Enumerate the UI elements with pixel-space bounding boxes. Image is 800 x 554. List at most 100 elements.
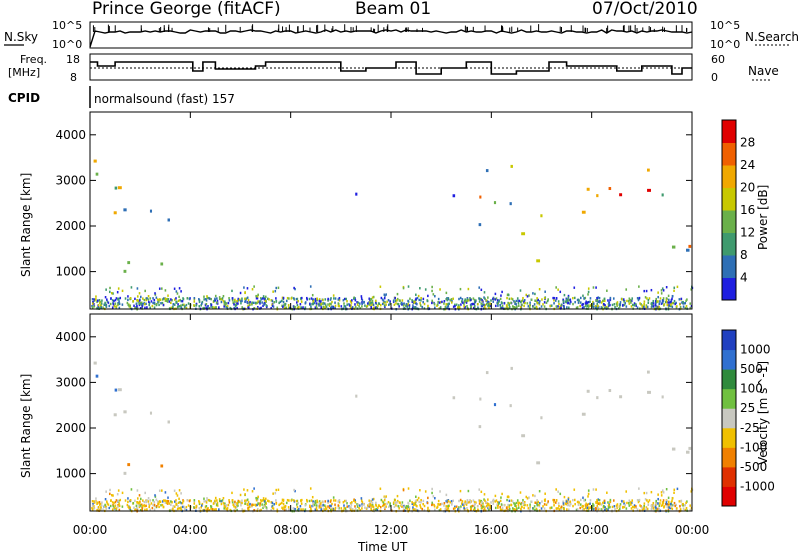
power-cell [315,304,318,308]
velocity-cell [662,499,665,502]
power-cell [361,301,363,304]
velocity-cell [392,501,395,504]
power-cell [612,297,615,300]
power-cell [231,298,234,302]
velocity-cell [684,503,687,507]
velocity-cell [237,501,239,504]
velocity-cell [150,502,153,505]
velocity-cell [422,499,425,503]
power-cell [312,302,315,306]
velocity-cell [95,497,97,500]
velocity-cell [316,500,319,504]
velocity-cell [478,499,481,502]
power-cell [587,305,590,308]
velocity-cell [138,501,141,504]
power-cell [270,307,272,310]
velocity-cell [553,501,555,504]
velocity-cell [595,507,598,510]
velocity-cell [351,508,354,511]
power-cell [241,297,243,300]
power-cell [417,294,420,298]
power-cell [562,300,565,303]
x-axis-title: Time UT [358,540,408,554]
velocity-cell [445,493,448,497]
velocity-cell [97,506,100,509]
power-cell [658,302,661,306]
power-cell [127,303,130,307]
power-cell [100,302,103,305]
velocity-cell [312,502,315,505]
power-cell [162,297,165,300]
velocity-cell [322,507,325,511]
power-cell [290,297,293,300]
velocity-cell [141,507,144,510]
colorbar-swatch [722,447,736,468]
velocity-cell [166,499,169,503]
velocity-cell [492,502,495,505]
velocity-cell [325,507,328,510]
velocity-cell [523,500,526,504]
velocity-cell [637,500,640,504]
velocity-cell [647,370,650,374]
colorbar-swatch [722,232,736,256]
power-cell [552,296,554,300]
power-cell [466,305,468,308]
velocity-cell [244,493,246,496]
power-cell [597,304,599,308]
velocity-cell [607,508,609,511]
velocity-cell [433,503,435,507]
velocity-cell [239,493,242,497]
power-cell [331,305,333,308]
velocity-cell [298,507,300,511]
velocity-cell [624,504,626,507]
power-cell [283,304,286,307]
power-cell [338,299,341,302]
power-cell [354,299,357,302]
power-cell [441,300,443,304]
power-cell [257,306,259,309]
power-cell [524,301,526,305]
power-cell [284,302,287,306]
power-cell [516,305,518,308]
velocity-cell [454,507,456,510]
power-cell [427,294,429,298]
velocity-cell [489,504,491,507]
power-cell [356,301,358,304]
velocity-cell [121,505,124,508]
velocity-cell [294,507,296,511]
colorbar-tick-label: -100 [740,440,767,454]
power-cell [607,306,609,309]
velocity-cell [566,500,569,503]
velocity-cell [592,502,594,506]
velocity-cell [138,504,140,507]
nsky-top-tick: 10^5 [52,19,83,32]
velocity-cell [465,503,468,506]
power-cell [501,304,504,308]
velocity-cell [180,506,182,509]
velocity-cell [426,509,429,512]
velocity-cell [613,505,616,508]
velocity-cell [300,499,302,502]
power-cell [499,306,502,309]
velocity-cell [487,506,490,509]
velocity-cell [553,504,555,507]
velocity-cell [485,371,489,375]
velocity-cell [481,505,484,508]
power-cell [448,302,450,305]
power-cell [371,299,374,302]
power-cell [337,298,340,301]
power-cell [109,286,111,290]
power-cell [510,297,513,300]
power-cell [142,297,144,300]
velocity-cell [676,507,678,510]
power-cell [482,303,485,306]
power-cell [345,297,347,301]
power-cell [280,299,283,303]
velocity-cell [416,498,419,502]
velocity-cell [360,499,363,502]
velocity-cell [314,499,317,503]
velocity-cell [185,505,188,509]
velocity-cell [407,505,410,508]
velocity-cell [198,500,200,503]
velocity-cell [274,491,277,495]
